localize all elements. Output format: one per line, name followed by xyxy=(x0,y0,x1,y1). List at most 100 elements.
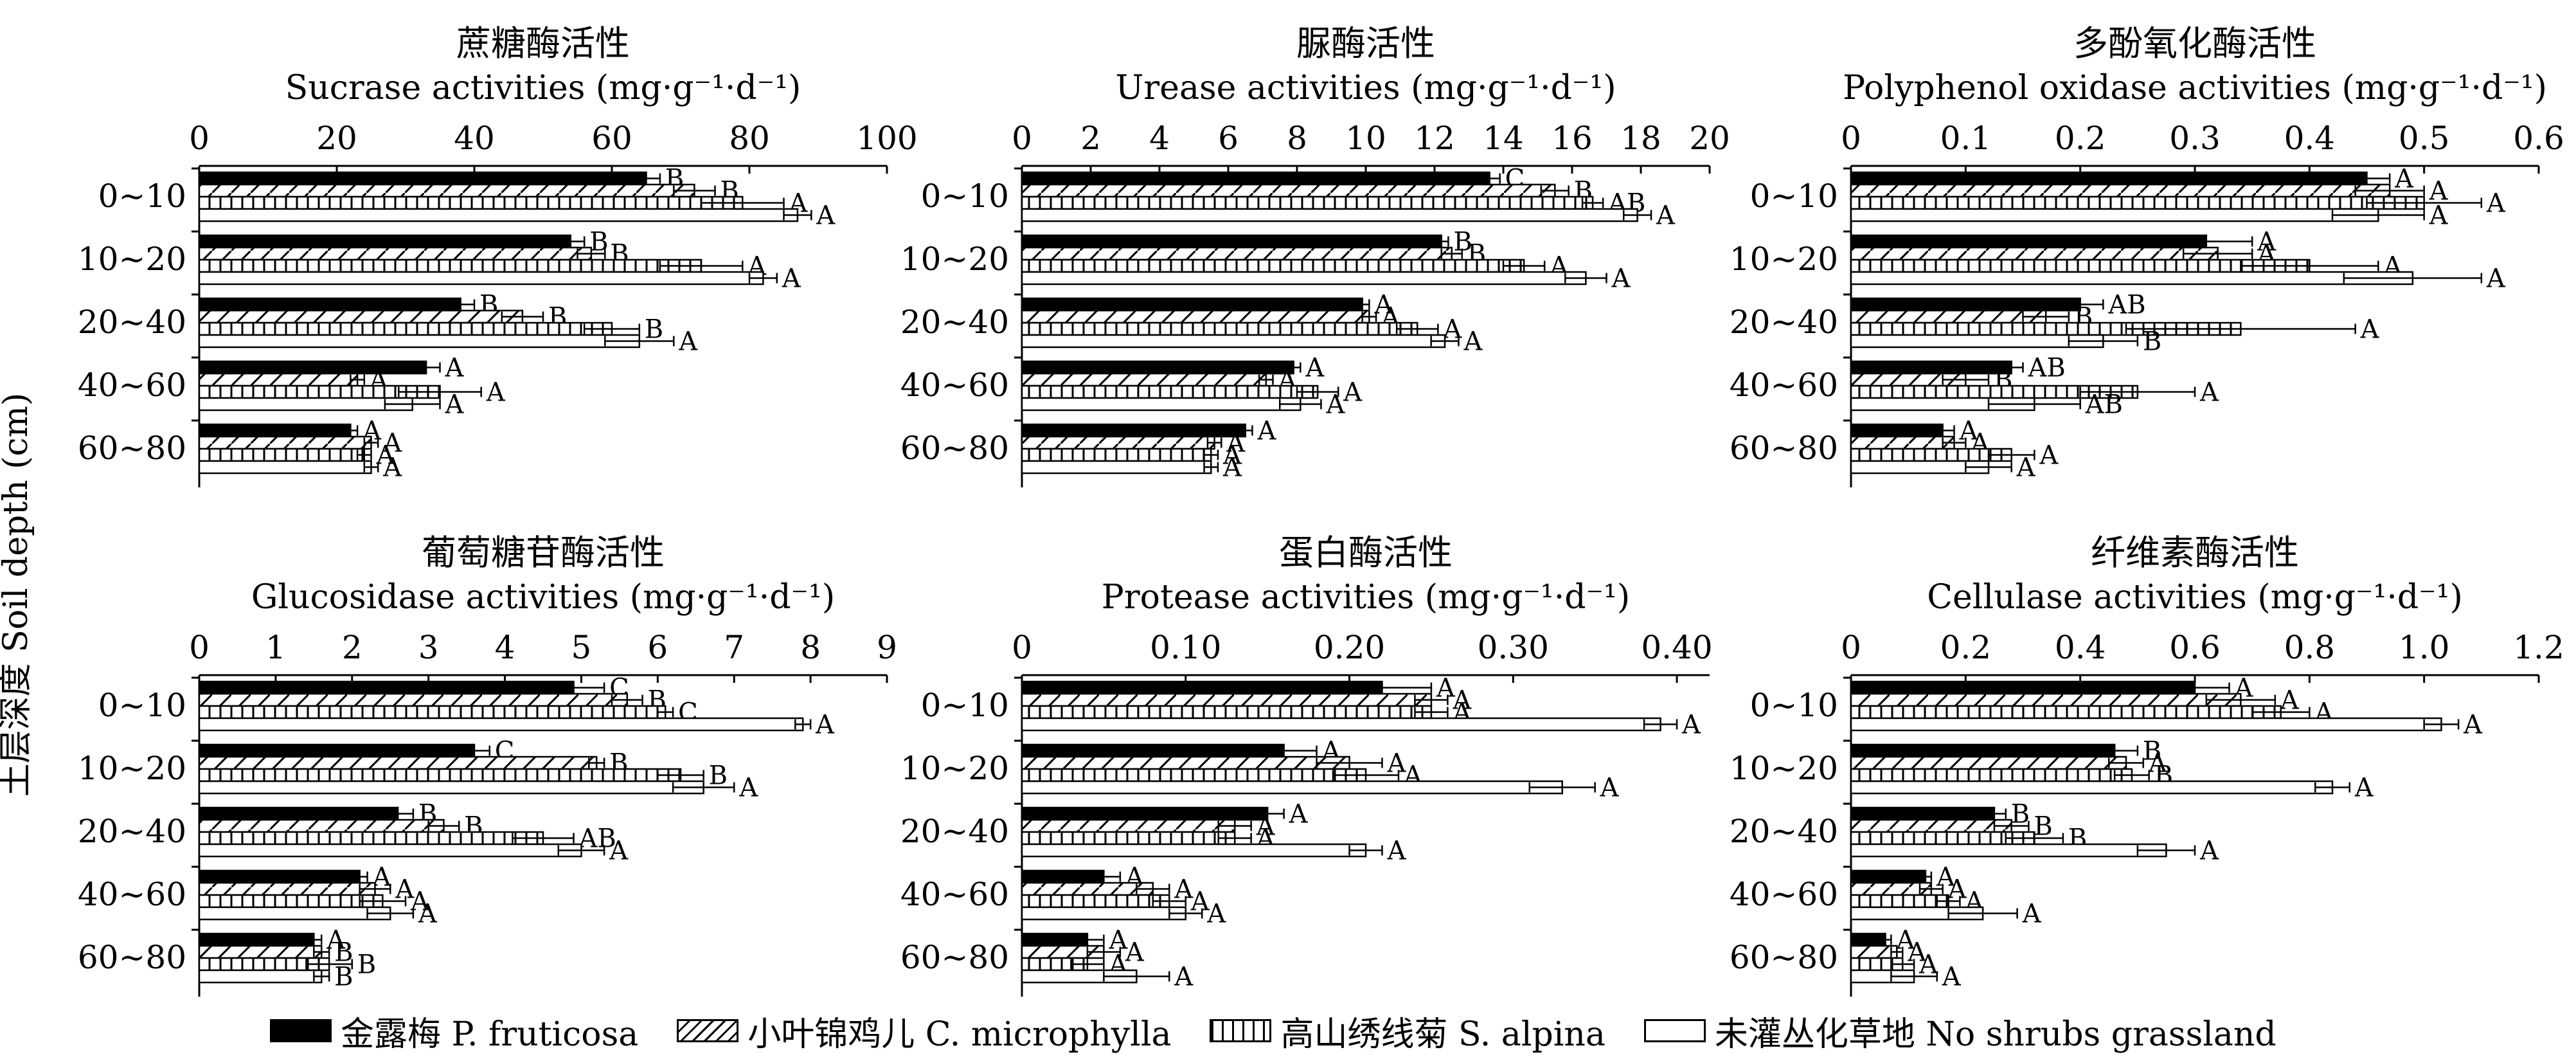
y-tick-label: 20~40 xyxy=(1730,813,1838,850)
significance-letter: A xyxy=(1936,863,1956,892)
panel-title-cn: 多酚氧化酶活性 xyxy=(2073,23,2316,64)
y-tick-label: 60~80 xyxy=(900,939,1009,976)
bar-pfruticosa xyxy=(1021,297,1363,312)
significance-letter: A xyxy=(1226,429,1246,458)
significance-letter: B xyxy=(357,950,376,980)
significance-letter: A xyxy=(1325,390,1345,420)
bar-cmicrophylla xyxy=(1850,692,2242,707)
bar-grassland xyxy=(198,843,582,858)
bar-salpina xyxy=(1021,705,1433,720)
bar-cmicrophylla xyxy=(1021,692,1433,707)
bar-pfruticosa xyxy=(1850,360,2012,375)
significance-letter: A xyxy=(382,429,402,458)
x-tick-label: 12 xyxy=(1414,120,1455,157)
bar-grassland xyxy=(198,334,641,348)
significance-letter: A xyxy=(486,378,506,408)
significance-letter: A xyxy=(1386,837,1406,866)
bar-pfruticosa xyxy=(1850,171,2368,186)
significance-letter: A xyxy=(738,774,758,803)
bar-grassland xyxy=(198,969,323,984)
bar-grassland xyxy=(198,208,799,222)
y-tick-label: 40~60 xyxy=(78,367,186,404)
x-tick-label: 0 xyxy=(1841,629,1861,666)
x-tick-label: 5 xyxy=(571,629,592,666)
bar-grassland xyxy=(198,397,413,412)
x-tick-label: 0.5 xyxy=(2399,120,2450,157)
bar-cmicrophylla xyxy=(1021,183,1556,198)
y-tick-label: 20~40 xyxy=(78,303,186,341)
significance-letter: A xyxy=(1190,887,1210,917)
x-tick-label: 18 xyxy=(1620,120,1661,157)
y-tick-label: 60~80 xyxy=(900,430,1009,467)
x-tick-label: 1 xyxy=(265,629,286,666)
significance-letter: A xyxy=(2429,177,2449,206)
x-tick-label: 6 xyxy=(1218,120,1239,157)
bar-pfruticosa xyxy=(1850,743,2116,758)
x-tick-label: 0.2 xyxy=(1940,629,1992,666)
significance-letter: A xyxy=(2199,837,2219,866)
significance-letter: A xyxy=(1289,800,1309,829)
significance-letter: A xyxy=(1942,963,1962,992)
bar-grassland xyxy=(1021,717,1661,732)
bar-pfruticosa xyxy=(198,932,315,947)
bar-salpina xyxy=(1850,768,2133,783)
x-tick-label: 20 xyxy=(1689,120,1730,157)
bar-salpina xyxy=(198,894,384,909)
legend-label: 未灌丛化草地 No shrubs grassland xyxy=(1714,1015,2276,1054)
legend-item-pfruticosa: 金露梅 P. fruticosa xyxy=(270,1007,638,1055)
significance-letter: A xyxy=(1600,774,1620,803)
legend-item-cmicrophylla: 小叶锦鸡儿 C. microphylla xyxy=(677,1007,1171,1055)
legend-swatch xyxy=(1210,1019,1272,1042)
significance-letter: A xyxy=(1681,711,1701,740)
significance-letter: B xyxy=(1453,228,1472,257)
significance-letter: A xyxy=(1222,441,1242,471)
y-tick-label: 10~20 xyxy=(78,750,186,787)
panel-title-cn: 纤维素酶活性 xyxy=(2091,532,2299,573)
y-tick-label: 10~20 xyxy=(78,240,186,278)
x-tick-label: 0 xyxy=(1841,120,1861,157)
legend-swatch xyxy=(270,1019,332,1042)
bar-pfruticosa xyxy=(198,171,647,186)
bar-cmicrophylla xyxy=(1850,183,2391,198)
bar-grassland xyxy=(1850,780,2334,795)
bar-cmicrophylla xyxy=(1021,435,1215,450)
y-tick-label: 40~60 xyxy=(1730,367,1838,404)
significance-letter: A xyxy=(2486,189,2506,219)
y-tick-label: 20~40 xyxy=(1730,303,1838,341)
bar-pfruticosa xyxy=(198,806,399,821)
x-tick-label: 0.4 xyxy=(2055,629,2106,666)
bar-grassland xyxy=(1850,208,2379,222)
x-tick-label: 10 xyxy=(1345,120,1386,157)
y-axis-label: 土层深度 Soil depth (cm) xyxy=(0,393,35,797)
panel-title-cn: 蛋白酶活性 xyxy=(1279,532,1453,573)
bar-grassland xyxy=(1021,208,1638,222)
x-tick-label: 0.3 xyxy=(2169,120,2221,157)
x-tick-label: 7 xyxy=(724,629,744,666)
bar-salpina xyxy=(198,258,702,273)
bar-salpina xyxy=(198,195,744,210)
bar-grassland xyxy=(198,906,391,921)
bar-cmicrophylla xyxy=(198,819,445,833)
panel-title-cn: 蔗糖酶活性 xyxy=(456,23,630,64)
significance-letter: A xyxy=(1125,938,1145,968)
significance-letter: A xyxy=(1108,926,1128,955)
significance-letter: A xyxy=(445,390,465,420)
significance-letter: AB xyxy=(2085,390,2123,420)
significance-letter: A xyxy=(1174,875,1194,905)
y-tick-label: 60~80 xyxy=(78,430,186,467)
x-tick-label: 60 xyxy=(591,120,632,157)
significance-letter: A xyxy=(376,441,396,471)
significance-letter: A xyxy=(1343,378,1363,408)
bar-pfruticosa xyxy=(198,423,352,438)
significance-letter: A xyxy=(2022,900,2042,929)
x-tick-label: 16 xyxy=(1552,120,1593,157)
x-tick-label: 9 xyxy=(877,629,897,666)
significance-letter: A xyxy=(2148,749,2168,779)
significance-letter: A xyxy=(2257,228,2276,257)
panel-4: 葡萄糖苷酶活性 Glucosidase activities (mg·g⁻¹·d⁻… xyxy=(78,532,897,997)
significance-letter: A xyxy=(1452,686,1472,716)
y-tick-label: 0~10 xyxy=(1750,687,1838,724)
panel-3: 多酚氧化酶活性 Polyphenol oxidase activities (mg… xyxy=(1730,23,2564,487)
x-tick-label: 0.10 xyxy=(1150,629,1221,666)
significance-letter: A xyxy=(1222,453,1242,483)
